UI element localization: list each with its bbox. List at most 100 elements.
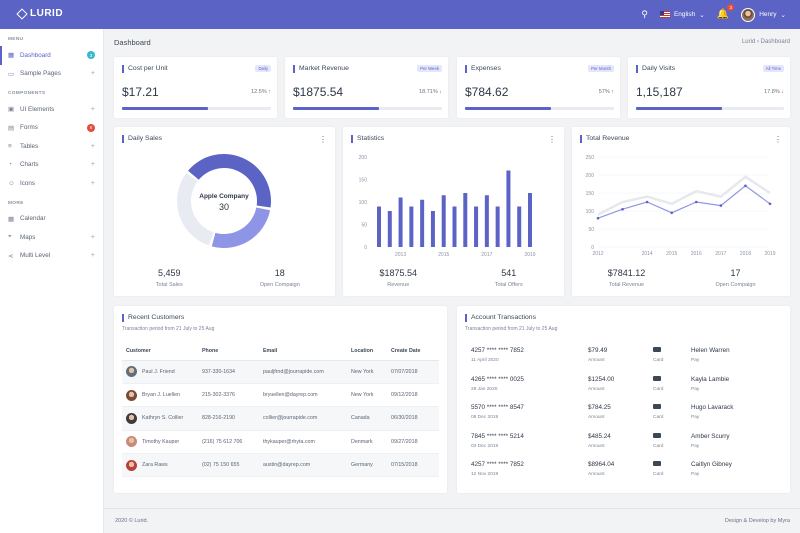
- arrow-down-icon: ↓: [779, 89, 784, 95]
- bar[interactable]: [430, 211, 435, 247]
- customer-name: Timothy Kauper: [142, 438, 180, 445]
- avatar: [126, 459, 137, 471]
- transaction-row[interactable]: 4265 **** **** 0025 28 Jan 2020 $1254.00 Am…: [471, 375, 791, 405]
- bar[interactable]: [398, 197, 403, 248]
- language-selector[interactable]: English ⌄: [659, 11, 705, 19]
- customers-table: Customer Phone Email Location Create Date Pa…: [122, 343, 439, 478]
- period-badge: Daily: [255, 65, 271, 72]
- progress-bar: [465, 107, 552, 110]
- search-icon[interactable]: ⚲: [641, 9, 648, 19]
- sidebar-item-icons[interactable]: ☺ Icons +: [0, 174, 103, 193]
- stat-card: Expenses Per Month $784.62 57% ↑: [457, 57, 620, 118]
- bar[interactable]: [441, 195, 446, 247]
- table-row[interactable]: Zara Raws (02) 75 150 655 austin@dayrep.co…: [122, 453, 439, 478]
- total-offers-value: 541: [501, 268, 517, 278]
- bar-chart: 0 50 100 150 200 2013 2015 2017 2019: [359, 155, 536, 258]
- data-point[interactable]: [744, 184, 747, 188]
- calendar-icon: ▦: [8, 215, 15, 223]
- customer-location: New York: [351, 360, 391, 384]
- sidebar-item-tables[interactable]: ≡ Tables +: [0, 137, 103, 156]
- card-title: Statistics: [351, 135, 384, 143]
- donut-slice[interactable]: [188, 154, 271, 208]
- progress-track: [293, 107, 442, 110]
- more-vert-icon[interactable]: ⋮: [548, 135, 556, 144]
- data-point[interactable]: [719, 204, 723, 207]
- stat-card: Cost per Unit Daily $17.21 12.5% ↑: [114, 57, 277, 118]
- user-menu[interactable]: Henry ⌄: [741, 7, 786, 22]
- sidebar-item-maps[interactable]: ⌖ Maps +: [0, 228, 103, 247]
- bar[interactable]: [420, 199, 425, 247]
- bar[interactable]: [528, 193, 532, 247]
- transaction-date: 28 Jan 2020: [471, 386, 498, 392]
- donut-center-value: 30: [218, 202, 229, 212]
- customer-email: pauljfrnd@jourrapide.com: [263, 360, 351, 384]
- transaction-row[interactable]: 4257 **** **** 7852 12 Nov 2019 $8964.04 Am…: [471, 461, 791, 490]
- x-tick-label: 2017: [481, 252, 492, 258]
- sidebar-item-forms[interactable]: ▤ Forms 6: [0, 119, 103, 138]
- more-vert-icon[interactable]: ⋮: [774, 135, 782, 144]
- bar[interactable]: [495, 206, 500, 248]
- progress-track: [636, 107, 784, 110]
- breadcrumb-item-root[interactable]: Lurid: [741, 39, 756, 45]
- briefcase-icon: ▣: [8, 106, 15, 114]
- transaction-row[interactable]: 5570 **** **** 8547 08 Dec 2019 $784.25 Amo…: [471, 404, 791, 433]
- bar[interactable]: [474, 206, 479, 248]
- bar[interactable]: [377, 206, 381, 248]
- notification-button[interactable]: 🔔 3: [717, 4, 735, 20]
- bar[interactable]: [387, 211, 392, 247]
- bar[interactable]: [452, 206, 457, 248]
- stat-change: 12.5% ↑: [251, 89, 271, 95]
- bar[interactable]: [409, 206, 414, 248]
- customer-phone: 215-302-3376: [202, 383, 263, 408]
- total-sales-value: 5,459: [157, 268, 181, 278]
- us-flag-icon: [659, 11, 670, 18]
- payment-type: Card: [653, 358, 664, 363]
- sidebar-badge: 3: [87, 51, 95, 60]
- transaction-date: 12 Nov 2019: [471, 472, 499, 478]
- transaction-date: 08 Dec 2019: [471, 415, 499, 421]
- stat-title: Daily Visits: [636, 65, 675, 73]
- y-tick-label: 150: [586, 191, 595, 197]
- credit-card-icon: [653, 347, 661, 352]
- data-point[interactable]: [596, 216, 600, 220]
- sidebar-item-calendar[interactable]: ▦ Calendar: [0, 210, 103, 229]
- customer-email: bryuellen@dayrep.com: [263, 383, 351, 408]
- sidebar-item-multi-level[interactable]: ⋖ Multi Level +: [0, 247, 103, 266]
- donut-slice[interactable]: [211, 207, 271, 248]
- avatar: [126, 436, 137, 448]
- stat-value: 1,15,187: [636, 85, 683, 99]
- sidebar-item-charts[interactable]: ◔ Charts +: [0, 156, 103, 175]
- stat-change-value: 12.5%: [251, 89, 267, 95]
- table-row[interactable]: Bryan J. Luellen 215-302-3376 bryuellen@da…: [122, 383, 439, 408]
- bar[interactable]: [517, 206, 522, 248]
- donut-slice[interactable]: [177, 172, 214, 246]
- data-point[interactable]: [694, 200, 698, 204]
- data-point[interactable]: [645, 200, 649, 204]
- column-header: Location: [351, 343, 391, 361]
- sidebar-item-sample-pages[interactable]: ▭ Sample Pages +: [0, 65, 103, 84]
- transaction-row[interactable]: 4257 **** **** 7852 11 April 2020 $79.49 Am…: [471, 347, 791, 376]
- more-vert-icon[interactable]: ⋮: [319, 135, 327, 144]
- open-campaign-value: 18: [274, 268, 285, 278]
- bar[interactable]: [484, 195, 489, 247]
- x-tick-label: 2019: [524, 252, 535, 258]
- plus-icon: +: [90, 233, 95, 241]
- customer-name: Bryan J. Luellen: [142, 392, 180, 399]
- bar[interactable]: [463, 193, 468, 247]
- stat-title: Expenses: [465, 65, 501, 73]
- table-row[interactable]: Kathryn S. Collier 828-216-2190 collier@jo…: [122, 406, 439, 431]
- transaction-row[interactable]: 7845 **** **** 5214 03 Dec 2019 $485.24 Amo…: [471, 432, 791, 462]
- series-line: [597, 175, 771, 216]
- app-logo[interactable]: LURID: [16, 7, 63, 20]
- table-row[interactable]: Paul J. Friend 937-330-1634 pauljfrnd@jour…: [122, 360, 439, 384]
- data-point[interactable]: [768, 202, 772, 206]
- total-sales-label: Total Sales: [155, 282, 183, 288]
- data-point[interactable]: [621, 207, 624, 211]
- payee-name: Helen Warren: [691, 347, 730, 354]
- bar[interactable]: [506, 170, 511, 248]
- data-point[interactable]: [670, 211, 674, 215]
- sidebar-item-dashboard[interactable]: ▦ Dashboard 3: [0, 46, 103, 65]
- sidebar-item-ui-elements[interactable]: ▣ UI Elements +: [0, 100, 103, 119]
- chevron-down-icon: ⌄: [699, 11, 705, 19]
- table-row[interactable]: Timothy Kauper (216) 75 612 706 thykauper@…: [122, 430, 439, 455]
